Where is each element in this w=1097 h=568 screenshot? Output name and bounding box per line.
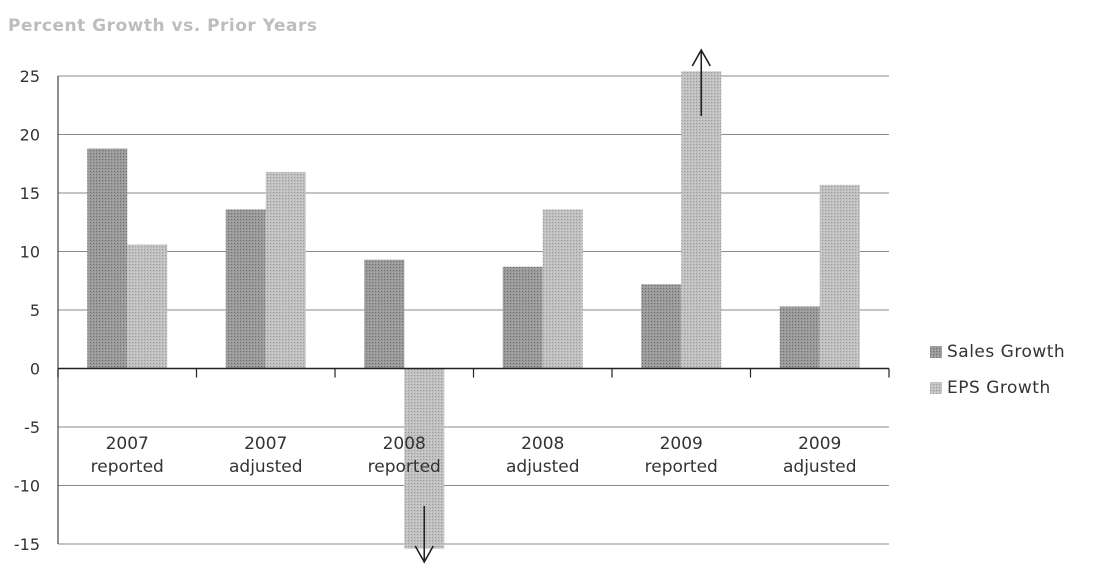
bar-sales-growth-5 — [779, 306, 820, 369]
arrow-down-icon — [414, 506, 434, 564]
bar-sales-growth-0 — [87, 148, 128, 369]
x-tick-label-line: 2008 — [383, 434, 426, 454]
bar-eps-growth-3 — [542, 209, 583, 369]
y-tick-label: 0 — [30, 360, 40, 379]
x-tick-label-line: 2009 — [660, 434, 703, 454]
chart-title: Percent Growth vs. Prior Years — [8, 16, 317, 36]
x-tick-label-1: 2007 adjusted — [229, 434, 302, 477]
bar-sales-growth-4 — [641, 284, 682, 369]
x-tick-label-line: adjusted — [506, 457, 579, 477]
x-tick-label-line: adjusted — [783, 457, 856, 477]
legend-label-sales-growth: Sales Growth — [947, 342, 1065, 362]
y-tick-label: -5 — [24, 418, 40, 437]
bar-eps-growth-4 — [681, 71, 722, 369]
legend-swatch-sales-growth — [930, 346, 942, 358]
y-tick-label: -10 — [14, 477, 40, 496]
legend-swatch-eps-growth — [930, 382, 942, 394]
bars-layer — [87, 71, 860, 549]
bar-sales-growth-3 — [502, 266, 543, 369]
y-tick-label: -15 — [14, 535, 40, 554]
y-tick-label: 20 — [20, 126, 40, 145]
x-tick-label-line: adjusted — [229, 457, 302, 477]
bar-eps-growth-1 — [265, 171, 306, 369]
y-tick-label: 15 — [20, 184, 40, 203]
axis-layer: 25 20 15 10 5 0 -5 -10 -15 2007 reported 2007 adjust… — [14, 67, 890, 554]
x-tick-label-5: 2009 adjusted — [783, 434, 856, 477]
x-tick-label-line: reported — [645, 457, 718, 477]
bar-sales-growth-1 — [225, 209, 266, 369]
x-tick-label-line: 2007 — [106, 434, 149, 454]
y-tick-label: 10 — [20, 243, 40, 262]
y-tick-label: 5 — [30, 301, 40, 320]
y-tick-label: 25 — [20, 67, 40, 86]
x-tick-label-2: 2008 reported — [368, 434, 441, 477]
x-tick-label-line: reported — [368, 457, 441, 477]
annotations-layer — [414, 48, 711, 564]
legend: Sales Growth EPS Growth — [930, 342, 1065, 398]
x-tick-label-line: 2008 — [521, 434, 564, 454]
bar-sales-growth-2 — [364, 259, 405, 369]
bar-eps-growth-0 — [127, 244, 168, 369]
arrow-up-icon — [691, 48, 711, 116]
x-tick-label-3: 2008 adjusted — [506, 434, 579, 477]
x-tick-label-line: 2009 — [798, 434, 841, 454]
x-tick-label-0: 2007 reported — [91, 434, 164, 477]
legend-label-eps-growth: EPS Growth — [947, 378, 1051, 398]
bar-eps-growth-5 — [819, 184, 860, 369]
x-tick-label-line: 2007 — [244, 434, 287, 454]
grid-layer — [58, 75, 889, 545]
x-tick-label-line: reported — [91, 457, 164, 477]
x-tick-label-4: 2009 reported — [645, 434, 718, 477]
